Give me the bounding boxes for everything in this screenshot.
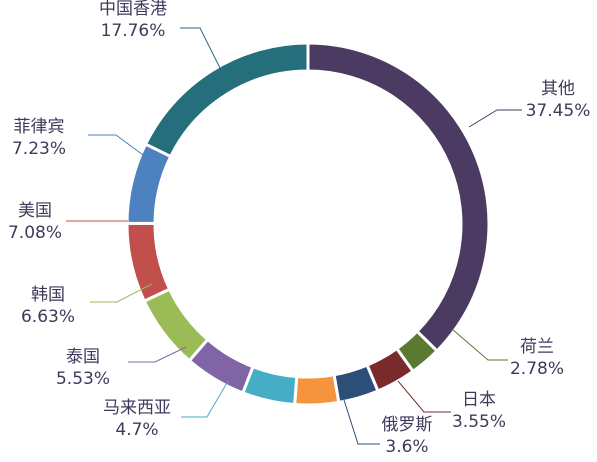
slice-value-label: 3.55%: [452, 412, 506, 432]
slice-value-label: 2.78%: [510, 359, 564, 379]
slice-value-label: 5.53%: [56, 369, 110, 389]
leader-line-0: [468, 109, 522, 128]
slice-value-label: 7.23%: [12, 139, 66, 159]
leader-line-6: [128, 346, 187, 363]
leader-line-2: [397, 380, 451, 413]
leader-line-7: [90, 283, 153, 303]
slice-name-label: 韩国: [31, 285, 65, 305]
slice-value-label: 17.76%: [101, 21, 166, 41]
leader-line-5: [181, 380, 229, 418]
slice-9: [125, 142, 173, 225]
slice-name-label: 马来西亚: [103, 398, 171, 418]
slice-name-label: 菲律宾: [14, 117, 65, 137]
leader-line-10: [180, 27, 221, 69]
slice-value-label: 3.6%: [385, 437, 428, 457]
slice-0: [306, 41, 491, 354]
slice-name-label: 俄罗斯: [382, 415, 433, 435]
slice-value-label: 4.7%: [115, 420, 158, 440]
slice-value-label: 6.63%: [21, 307, 75, 327]
slice-name-label: 美国: [18, 201, 52, 221]
slice-name-label: 其他: [541, 79, 575, 99]
leader-line-9: [88, 134, 144, 156]
slice-10: [143, 41, 310, 159]
slice-7: [142, 287, 210, 363]
slice-8: [125, 221, 172, 304]
leader-lines: [66, 27, 522, 445]
leader-line-3: [343, 399, 380, 445]
slice-name-label: 中国香港: [99, 0, 167, 19]
slice-name-label: 日本: [462, 390, 496, 410]
donut-slices: [125, 41, 491, 407]
slice-name-label: 泰国: [66, 347, 100, 367]
slice-value-label: 7.08%: [8, 223, 62, 243]
slice-4: [293, 373, 341, 407]
slice-value-label: 37.45%: [526, 101, 591, 121]
leader-line-1: [451, 328, 508, 361]
slice-name-label: 荷兰: [520, 337, 554, 357]
